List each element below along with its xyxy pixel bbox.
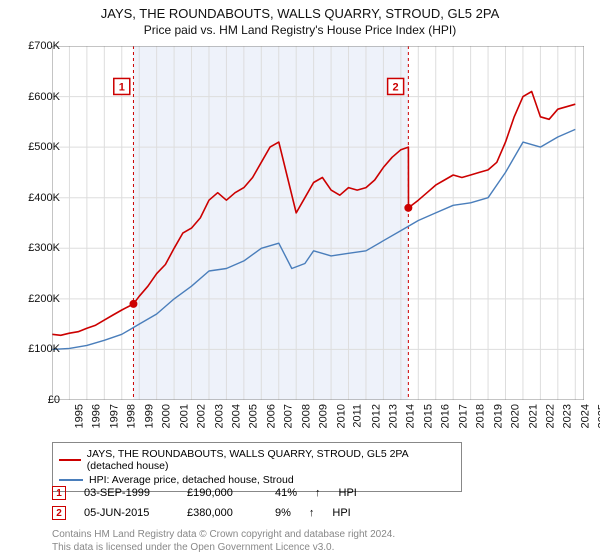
sale-suffix: HPI [332, 507, 350, 519]
chart-subtitle: Price paid vs. HM Land Registry's House … [0, 21, 600, 37]
x-tick-label: 2011 [352, 404, 364, 428]
footnote: Contains HM Land Registry data © Crown c… [52, 528, 395, 554]
x-tick-label: 2023 [562, 404, 574, 428]
x-tick-label: 2008 [300, 404, 312, 428]
sale-pct: 41% [275, 487, 297, 499]
x-tick-label: 1995 [73, 404, 85, 428]
sale-detail-row: 1 03-SEP-1999 £190,000 41% ↑ HPI [52, 486, 357, 500]
footnote-line: Contains HM Land Registry data © Crown c… [52, 528, 395, 541]
x-tick-label: 2021 [527, 404, 539, 428]
chart-container: JAYS, THE ROUNDABOUTS, WALLS QUARRY, STR… [0, 0, 600, 560]
chart-plot-area: 12 [52, 46, 584, 400]
legend-row: JAYS, THE ROUNDABOUTS, WALLS QUARRY, STR… [59, 447, 455, 473]
sale-marker-badge: 2 [52, 506, 66, 520]
legend-row: HPI: Average price, detached house, Stro… [59, 473, 455, 487]
svg-text:2: 2 [393, 81, 399, 93]
x-tick-label: 2019 [492, 404, 504, 428]
x-tick-label: 2014 [405, 404, 417, 428]
y-tick-label: £600K [28, 91, 60, 103]
x-tick-label: 2006 [265, 404, 277, 428]
sale-date: 03-SEP-1999 [84, 487, 169, 499]
legend-swatch [59, 459, 81, 461]
x-tick-label: 2004 [230, 404, 242, 428]
x-tick-label: 2015 [422, 404, 434, 428]
legend-label: JAYS, THE ROUNDABOUTS, WALLS QUARRY, STR… [87, 448, 455, 472]
x-tick-label: 2010 [335, 404, 347, 428]
y-tick-label: £100K [28, 343, 60, 355]
up-arrow-icon: ↑ [309, 507, 315, 519]
x-tick-label: 2013 [387, 404, 399, 428]
x-tick-label: 2002 [196, 404, 208, 428]
x-tick-label: 2003 [213, 404, 225, 428]
y-tick-label: £200K [28, 293, 60, 305]
y-tick-label: £500K [28, 141, 60, 153]
sale-marker-badge: 1 [52, 486, 66, 500]
sale-price: £380,000 [187, 507, 257, 519]
x-tick-label: 2018 [475, 404, 487, 428]
x-tick-label: 2020 [510, 404, 522, 428]
y-tick-label: £700K [28, 40, 60, 52]
x-tick-label: 2009 [318, 404, 330, 428]
y-tick-label: £400K [28, 192, 60, 204]
x-tick-label: 2017 [457, 404, 469, 428]
x-tick-label: 1996 [91, 404, 103, 428]
x-tick-label: 1997 [108, 404, 120, 428]
svg-text:1: 1 [119, 81, 125, 93]
sale-pct: 9% [275, 507, 291, 519]
x-tick-label: 2024 [579, 404, 591, 428]
up-arrow-icon: ↑ [315, 487, 321, 499]
sale-date: 05-JUN-2015 [84, 507, 169, 519]
x-tick-label: 2000 [161, 404, 173, 428]
legend-label: HPI: Average price, detached house, Stro… [89, 474, 294, 486]
x-tick-label: 2022 [544, 404, 556, 428]
x-tick-label: 2007 [283, 404, 295, 428]
legend-swatch [59, 479, 83, 481]
x-tick-label: 2016 [440, 404, 452, 428]
x-tick-label: 1999 [143, 404, 155, 428]
x-tick-label: 2001 [178, 404, 190, 428]
x-tick-label: 2005 [248, 404, 260, 428]
legend: JAYS, THE ROUNDABOUTS, WALLS QUARRY, STR… [52, 442, 462, 492]
x-tick-label: 2012 [370, 404, 382, 428]
chart-title: JAYS, THE ROUNDABOUTS, WALLS QUARRY, STR… [0, 0, 600, 21]
sale-detail-row: 2 05-JUN-2015 £380,000 9% ↑ HPI [52, 506, 351, 520]
x-tick-label: 1998 [126, 404, 138, 428]
y-tick-label: £0 [48, 394, 60, 406]
sale-price: £190,000 [187, 487, 257, 499]
sale-suffix: HPI [339, 487, 357, 499]
y-tick-label: £300K [28, 242, 60, 254]
chart-svg: 12 [52, 46, 584, 400]
footnote-line: This data is licensed under the Open Gov… [52, 541, 395, 554]
